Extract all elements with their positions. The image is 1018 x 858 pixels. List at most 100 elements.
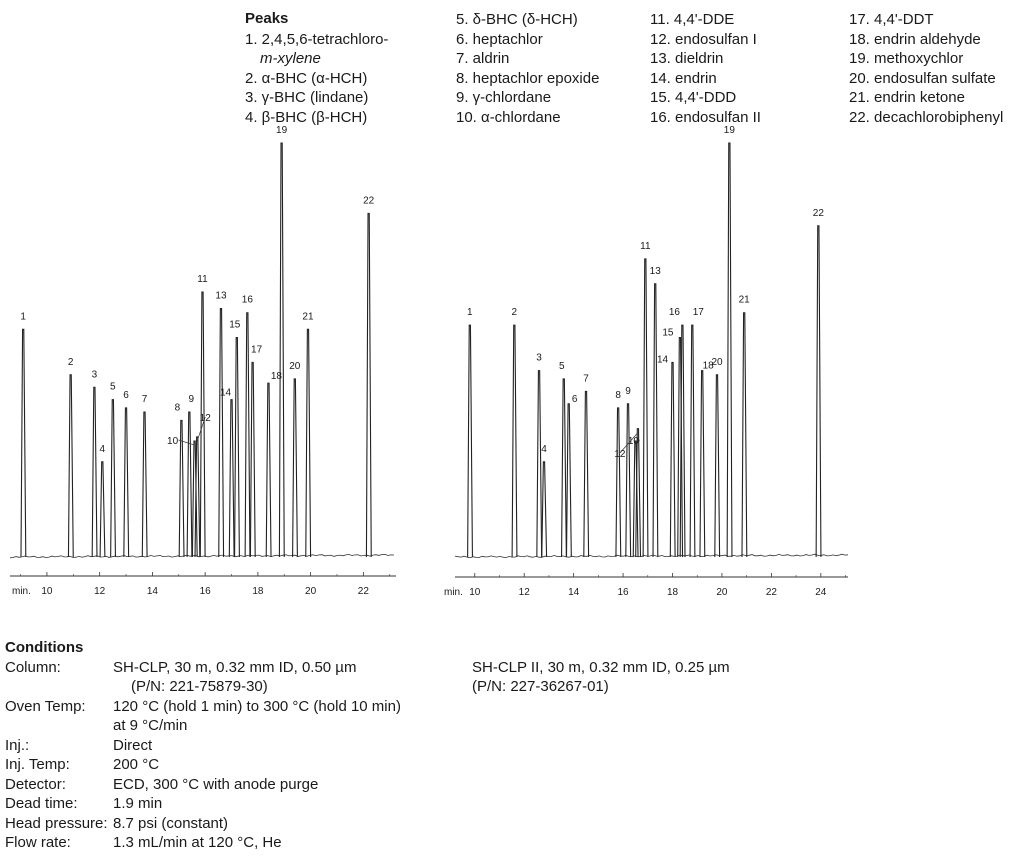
chromatogram-peak xyxy=(652,283,659,558)
axis-tick-label: 22 xyxy=(766,587,778,598)
condition-label xyxy=(5,716,113,736)
condition-row: Column: SH-CLP, 30 m, 0.32 mm ID, 0.50 µ… xyxy=(5,658,401,678)
peak-legend-item: 16. endosulfan II xyxy=(650,108,761,126)
peak-label: 12 xyxy=(614,449,626,460)
condition-row: Dead time: 1.9 min xyxy=(5,794,401,814)
peak-legend-item: 12. endosulfan I xyxy=(650,30,757,48)
chromatogram-peak xyxy=(679,324,686,558)
chromatogram-peak xyxy=(677,337,684,558)
condition-row: (P/N: 221-75879-30) xyxy=(5,677,401,697)
axis-tick-label: 16 xyxy=(618,587,630,598)
chromatogram-peak xyxy=(726,142,733,558)
chromatogram-peak xyxy=(99,461,106,558)
chromatogram-peak xyxy=(123,407,130,558)
chromatogram-peak xyxy=(561,378,567,558)
peak-label: 9 xyxy=(189,394,195,405)
peak-legend-item: 17. 4,4'-DDT xyxy=(849,11,934,28)
axis-unit-label: min. xyxy=(12,586,31,597)
peak-legend-item: 3. γ-BHC (lindane) xyxy=(245,89,369,106)
condition-label: Flow rate: xyxy=(5,834,71,851)
peak-legend-item: 19. methoxychlor xyxy=(849,50,964,67)
axis-tick-label: 22 xyxy=(358,586,370,597)
peak-legend-item: 21. endrin ketone xyxy=(849,89,965,106)
peak-label: 17 xyxy=(251,344,263,355)
peak-legend-item: 7. aldrin xyxy=(456,50,510,67)
peak-label: 6 xyxy=(123,390,129,401)
chromatogram-peak xyxy=(199,291,206,558)
condition-row: Inj.: Direct xyxy=(5,736,401,756)
peak-label: 10 xyxy=(167,436,179,447)
chromatogram-peak xyxy=(228,399,235,558)
condition-label: Head pressure: xyxy=(5,814,108,832)
peak-legend-item: 8. heptachlor epoxide xyxy=(456,69,600,87)
chromatogram-peak xyxy=(249,361,256,558)
condition-row: at 9 °C/min xyxy=(5,716,401,736)
chromatogram-peak xyxy=(265,382,272,558)
peak-legend-col3: 11. 4,4'-DDE 12. endosulfan I 13. dieldr… xyxy=(650,10,761,127)
axis-tick-label: 12 xyxy=(94,586,106,597)
peak-legend-item: 15. 4,4'-DDD xyxy=(650,89,737,106)
chromatogram-peak xyxy=(511,324,518,558)
peak-label: 14 xyxy=(657,354,669,365)
chromatogram-peak xyxy=(689,324,696,558)
peak-legend-item: 6. heptachlor xyxy=(456,30,543,48)
peak-label: 2 xyxy=(68,357,74,368)
chromatogram-peak xyxy=(632,440,639,558)
peak-label: 2 xyxy=(512,307,518,318)
peak-label: 8 xyxy=(615,390,621,401)
chromatogram-peak xyxy=(186,411,193,558)
axis-tick-label: 14 xyxy=(147,586,159,597)
chromatogram-peak xyxy=(194,436,201,558)
peak-label: 22 xyxy=(363,195,375,206)
chromatogram-peak xyxy=(583,390,590,558)
condition-label: Inj.: xyxy=(5,736,30,754)
condition-value: SH-CLP, 30 m, 0.32 mm ID, 0.50 µm xyxy=(113,658,357,676)
chromatogram-baseline xyxy=(9,553,395,559)
peak-legend-item: 11. 4,4'-DDE xyxy=(650,11,735,28)
axis-tick-label: 18 xyxy=(252,586,264,597)
peak-legend-item: 4. β-BHC (β-HCH) xyxy=(245,108,368,126)
condition-label: Detector: xyxy=(5,775,66,793)
axis-tick-label: 10 xyxy=(469,587,481,598)
chromatogram-peak xyxy=(218,308,225,558)
peak-label: 20 xyxy=(289,361,301,372)
condition-row: Head pressure: 8.7 psi (constant) xyxy=(5,814,401,834)
chromatogram-peak xyxy=(714,374,721,558)
peak-legend-item: 14. endrin xyxy=(650,69,717,87)
axis-tick-label: 10 xyxy=(41,586,53,597)
peak-label: 5 xyxy=(559,361,565,372)
peak-legend-item: 1. 2,4,5,6-tetrachloro- xyxy=(245,30,389,48)
peak-label: 19 xyxy=(276,125,288,136)
axis-tick-label: 14 xyxy=(568,587,580,598)
chromatogram-peak xyxy=(292,378,298,558)
condition-row: Detector: ECD, 300 °C with anode purge xyxy=(5,775,401,795)
conditions-block: Conditions Column: SH-CLP, 30 m, 0.32 mm… xyxy=(5,638,401,853)
peak-label: 11 xyxy=(197,274,208,285)
axis-tick-label: 16 xyxy=(200,586,212,597)
chromatogram-peak xyxy=(467,324,473,558)
peak-label: 15 xyxy=(229,320,241,331)
peak-legend-item: 2. α-BHC (α-HCH) xyxy=(245,69,368,87)
condition-value: ECD, 300 °C with anode purge xyxy=(113,775,319,793)
peak-label: 14 xyxy=(220,388,232,399)
peak-legend-col2: 5. δ-BHC (δ-HCH) 6. heptachlor 7. aldrin… xyxy=(456,10,599,127)
peak-label: 13 xyxy=(215,291,227,302)
peak-legend-item: 9. γ-chlordane xyxy=(456,89,552,106)
peak-legend-item: 22. decachlorobiphenyl xyxy=(849,108,1004,126)
peak-label: 11 xyxy=(640,241,651,252)
chromatogram-peak xyxy=(20,328,27,558)
peak-legend-item: 13. dieldrin xyxy=(650,50,724,67)
chromatogram-peak xyxy=(178,419,185,558)
peak-label: 16 xyxy=(242,295,254,306)
condition-label: Dead time: xyxy=(5,795,78,812)
chromatogram-peak xyxy=(635,428,642,558)
axis-tick-label: 12 xyxy=(519,587,531,598)
condition-value: 1.3 mL/min at 120 °C, He xyxy=(113,834,282,851)
peak-label: 18 xyxy=(703,361,715,372)
chromatogram-peak xyxy=(699,370,706,558)
peak-label: 9 xyxy=(625,386,631,397)
condition-row: Oven Temp: 120 °C (hold 1 min) to 300 °C… xyxy=(5,697,401,717)
chromatogram-peak xyxy=(91,386,98,558)
peak-label: 8 xyxy=(175,402,181,413)
